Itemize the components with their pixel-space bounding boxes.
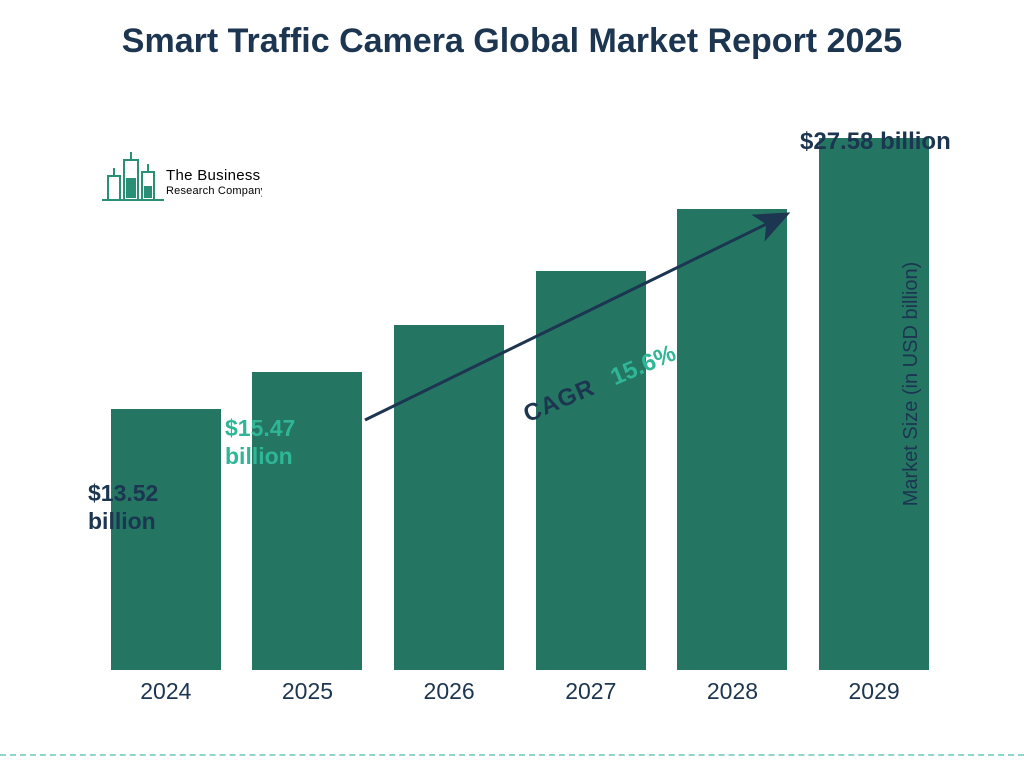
bar — [677, 209, 787, 670]
x-tick-label: 2026 — [379, 678, 519, 705]
bar-slot — [96, 409, 236, 670]
bar-slot — [804, 138, 944, 670]
bar-chart: CAGR 15.6% 202420252026202720282029 — [85, 130, 955, 700]
bar — [111, 409, 221, 670]
bars-container — [85, 130, 955, 670]
x-tick-label: 2029 — [804, 678, 944, 705]
plot-area: CAGR 15.6% — [85, 130, 955, 670]
x-axis-labels: 202420252026202720282029 — [85, 678, 955, 705]
x-tick-label: 2027 — [521, 678, 661, 705]
bar — [394, 325, 504, 670]
value-label: $13.52billion — [88, 480, 218, 535]
bar-slot — [379, 325, 519, 670]
bottom-divider — [0, 754, 1024, 756]
y-axis-label: Market Size (in USD billion) — [900, 262, 923, 507]
bar-slot — [662, 209, 802, 670]
bar — [536, 271, 646, 670]
value-label: $27.58 billion — [800, 128, 1000, 157]
value-label: $15.47billion — [225, 415, 355, 470]
x-tick-label: 2024 — [96, 678, 236, 705]
x-tick-label: 2025 — [237, 678, 377, 705]
chart-title: Smart Traffic Camera Global Market Repor… — [0, 20, 1024, 63]
x-tick-label: 2028 — [662, 678, 802, 705]
bar-slot — [521, 271, 661, 670]
